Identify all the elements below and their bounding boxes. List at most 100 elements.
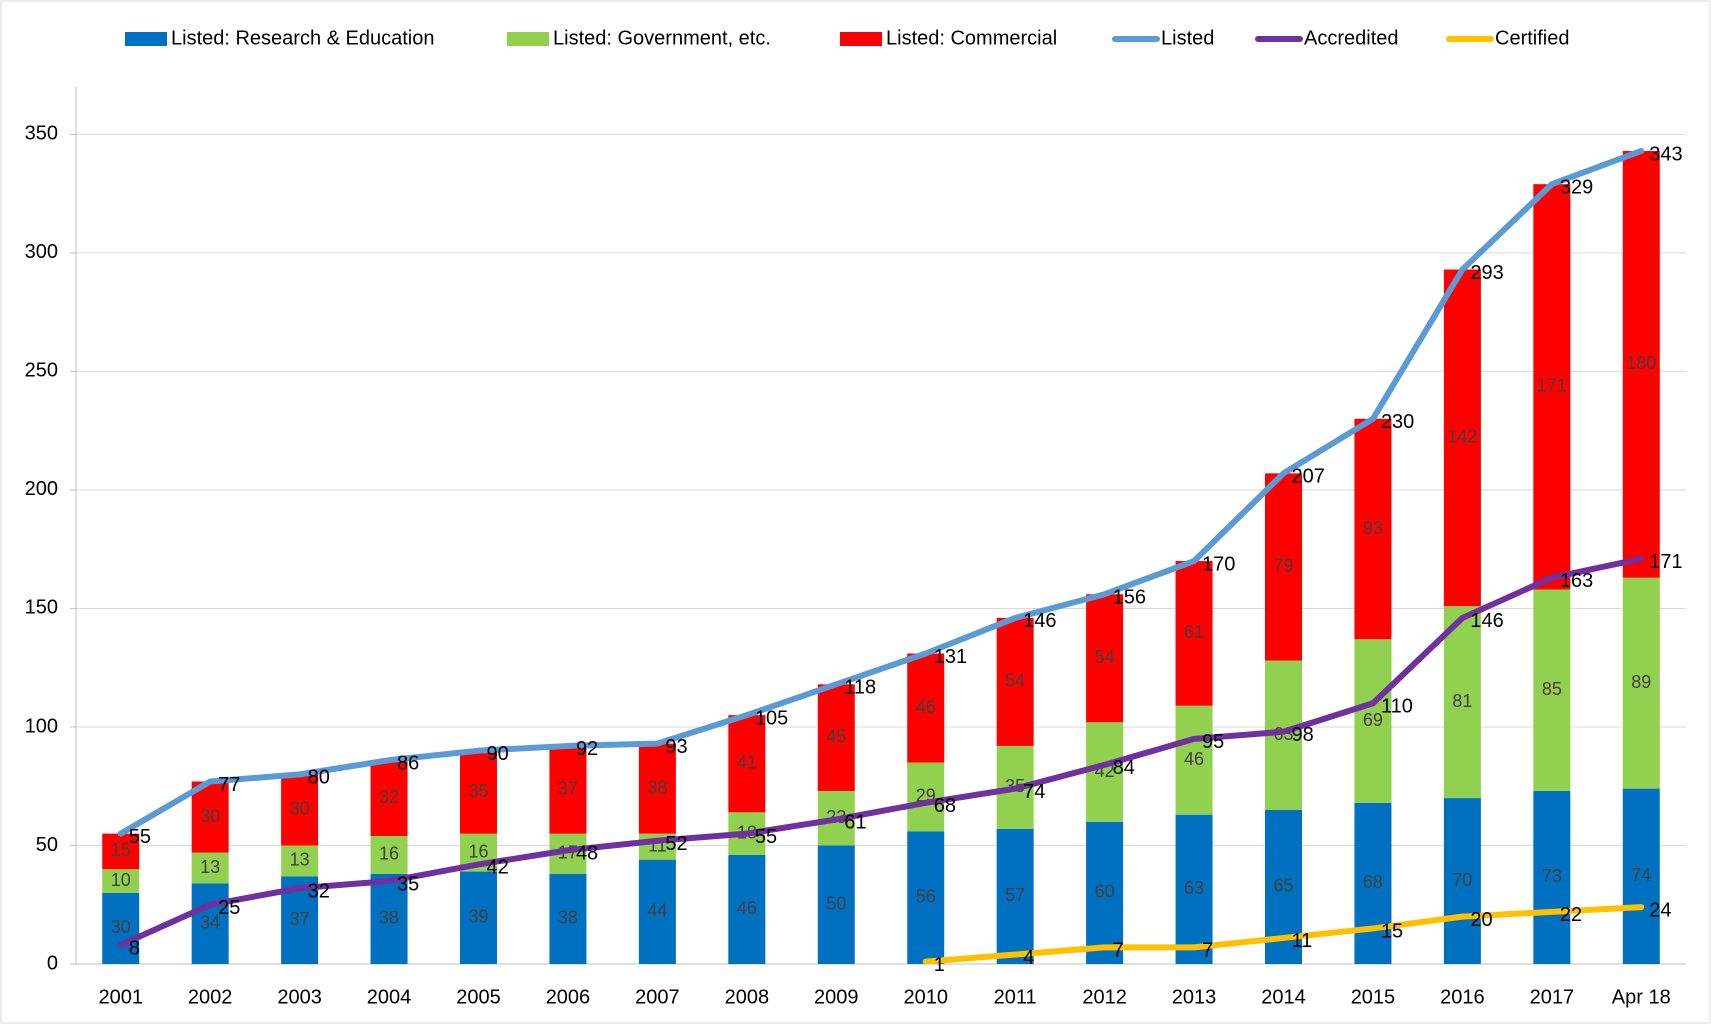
data-label: 84 bbox=[1113, 757, 1135, 779]
x-tick-label: 2017 bbox=[1530, 986, 1575, 1008]
bar-segment bbox=[907, 653, 945, 763]
data-label: 37 bbox=[290, 909, 310, 929]
data-label: 16 bbox=[468, 841, 488, 861]
x-tick-label: 2010 bbox=[903, 986, 948, 1008]
bar-segment bbox=[1086, 594, 1124, 723]
data-label: 42 bbox=[487, 857, 509, 879]
data-label: 38 bbox=[558, 908, 578, 928]
data-label: 46 bbox=[916, 697, 936, 717]
data-label: 68 bbox=[934, 795, 956, 817]
data-label: 32 bbox=[379, 787, 399, 807]
bar-segment bbox=[996, 617, 1034, 746]
data-label: 142 bbox=[1447, 427, 1477, 447]
bar-segment bbox=[370, 836, 408, 874]
data-label: 95 bbox=[1202, 731, 1224, 753]
data-label: 11 bbox=[1292, 930, 1313, 952]
data-label: 8 bbox=[129, 937, 140, 959]
data-label: 171 bbox=[1537, 376, 1567, 396]
data-label: 61 bbox=[844, 812, 866, 834]
x-tick-label: 2008 bbox=[725, 986, 770, 1008]
data-label: 146 bbox=[1023, 610, 1056, 632]
data-label: 92 bbox=[576, 738, 598, 760]
x-tick-label: 2014 bbox=[1261, 986, 1306, 1008]
x-tick-label: 2001 bbox=[98, 986, 143, 1008]
data-label: 24 bbox=[1649, 899, 1671, 921]
legend-label: Listed: Commercial bbox=[886, 27, 1057, 49]
bar-segment bbox=[1443, 798, 1481, 964]
bar-segment bbox=[191, 883, 229, 964]
data-label: 35 bbox=[468, 781, 488, 801]
data-label: 89 bbox=[1631, 672, 1651, 692]
data-label: 73 bbox=[1542, 866, 1562, 886]
bar-segment bbox=[102, 833, 140, 870]
bar-segment bbox=[191, 781, 229, 853]
data-label: 48 bbox=[576, 843, 598, 865]
data-label: 1 bbox=[934, 954, 945, 976]
bar-segment bbox=[281, 845, 319, 877]
data-label: 80 bbox=[308, 767, 330, 789]
bar-segment bbox=[281, 774, 319, 846]
data-label: 68 bbox=[1363, 872, 1383, 892]
legend-label: Certified bbox=[1495, 27, 1569, 49]
legend-swatch bbox=[840, 32, 882, 46]
bar-segment bbox=[1622, 150, 1660, 578]
bar-segment bbox=[370, 873, 408, 964]
bar-segment bbox=[907, 831, 945, 964]
bar-segment bbox=[1086, 722, 1124, 822]
data-label: 98 bbox=[1292, 724, 1314, 746]
data-label: 30 bbox=[111, 917, 131, 937]
y-tick-label: 50 bbox=[36, 834, 58, 856]
line bbox=[922, 904, 1645, 965]
line bbox=[117, 555, 1645, 949]
bar-segment bbox=[907, 762, 945, 832]
data-label: 30 bbox=[200, 806, 220, 826]
bar-segment bbox=[1354, 802, 1392, 964]
y-tick-label: 250 bbox=[25, 360, 58, 382]
bar-segment bbox=[460, 750, 497, 834]
data-label: 90 bbox=[487, 743, 509, 765]
data-label: 171 bbox=[1649, 551, 1682, 573]
bar-segment bbox=[817, 684, 855, 791]
data-label: 110 bbox=[1381, 696, 1413, 718]
x-tick-label: 2016 bbox=[1440, 986, 1485, 1008]
data-label: 79 bbox=[1273, 556, 1293, 576]
bar-segment bbox=[1443, 606, 1481, 799]
data-label: 44 bbox=[647, 901, 667, 921]
bar-segment bbox=[1354, 639, 1392, 803]
data-label: 45 bbox=[826, 726, 846, 746]
data-label: 39 bbox=[468, 907, 488, 927]
data-label: 22 bbox=[1560, 904, 1582, 926]
data-label: 230 bbox=[1381, 411, 1414, 433]
line bbox=[117, 147, 1645, 837]
bar-segment bbox=[460, 871, 497, 964]
y-tick-label: 200 bbox=[25, 478, 58, 500]
data-label: 4 bbox=[1023, 947, 1034, 969]
data-label: 81 bbox=[1452, 691, 1472, 711]
y-tick-label: 300 bbox=[25, 241, 58, 263]
data-label: 35 bbox=[397, 873, 419, 895]
y-tick-label: 150 bbox=[25, 597, 58, 619]
data-label: 54 bbox=[1005, 671, 1025, 691]
bar-segment bbox=[1175, 561, 1213, 706]
data-label: 93 bbox=[665, 736, 687, 758]
x-tick-label: 2012 bbox=[1082, 986, 1127, 1008]
data-label: 61 bbox=[1184, 622, 1204, 642]
bar-segment bbox=[638, 859, 676, 964]
bar-segment bbox=[1622, 788, 1660, 964]
x-tick-label: 2015 bbox=[1351, 986, 1396, 1008]
bar-segment bbox=[191, 852, 229, 884]
bar-segment bbox=[1533, 589, 1571, 791]
y-tick-label: 350 bbox=[25, 123, 58, 145]
x-tick-label: 2011 bbox=[994, 986, 1037, 1008]
data-label: 86 bbox=[397, 752, 419, 774]
data-label: 156 bbox=[1113, 587, 1146, 609]
data-label: 118 bbox=[844, 677, 876, 699]
data-label: 69 bbox=[1363, 710, 1383, 730]
data-label: 16 bbox=[379, 844, 399, 864]
data-label: 13 bbox=[290, 850, 310, 870]
data-label: 38 bbox=[379, 908, 399, 928]
data-label: 60 bbox=[1095, 882, 1115, 902]
data-label: 180 bbox=[1626, 353, 1656, 373]
bar-segment bbox=[549, 745, 587, 834]
data-label: 74 bbox=[1023, 781, 1045, 803]
